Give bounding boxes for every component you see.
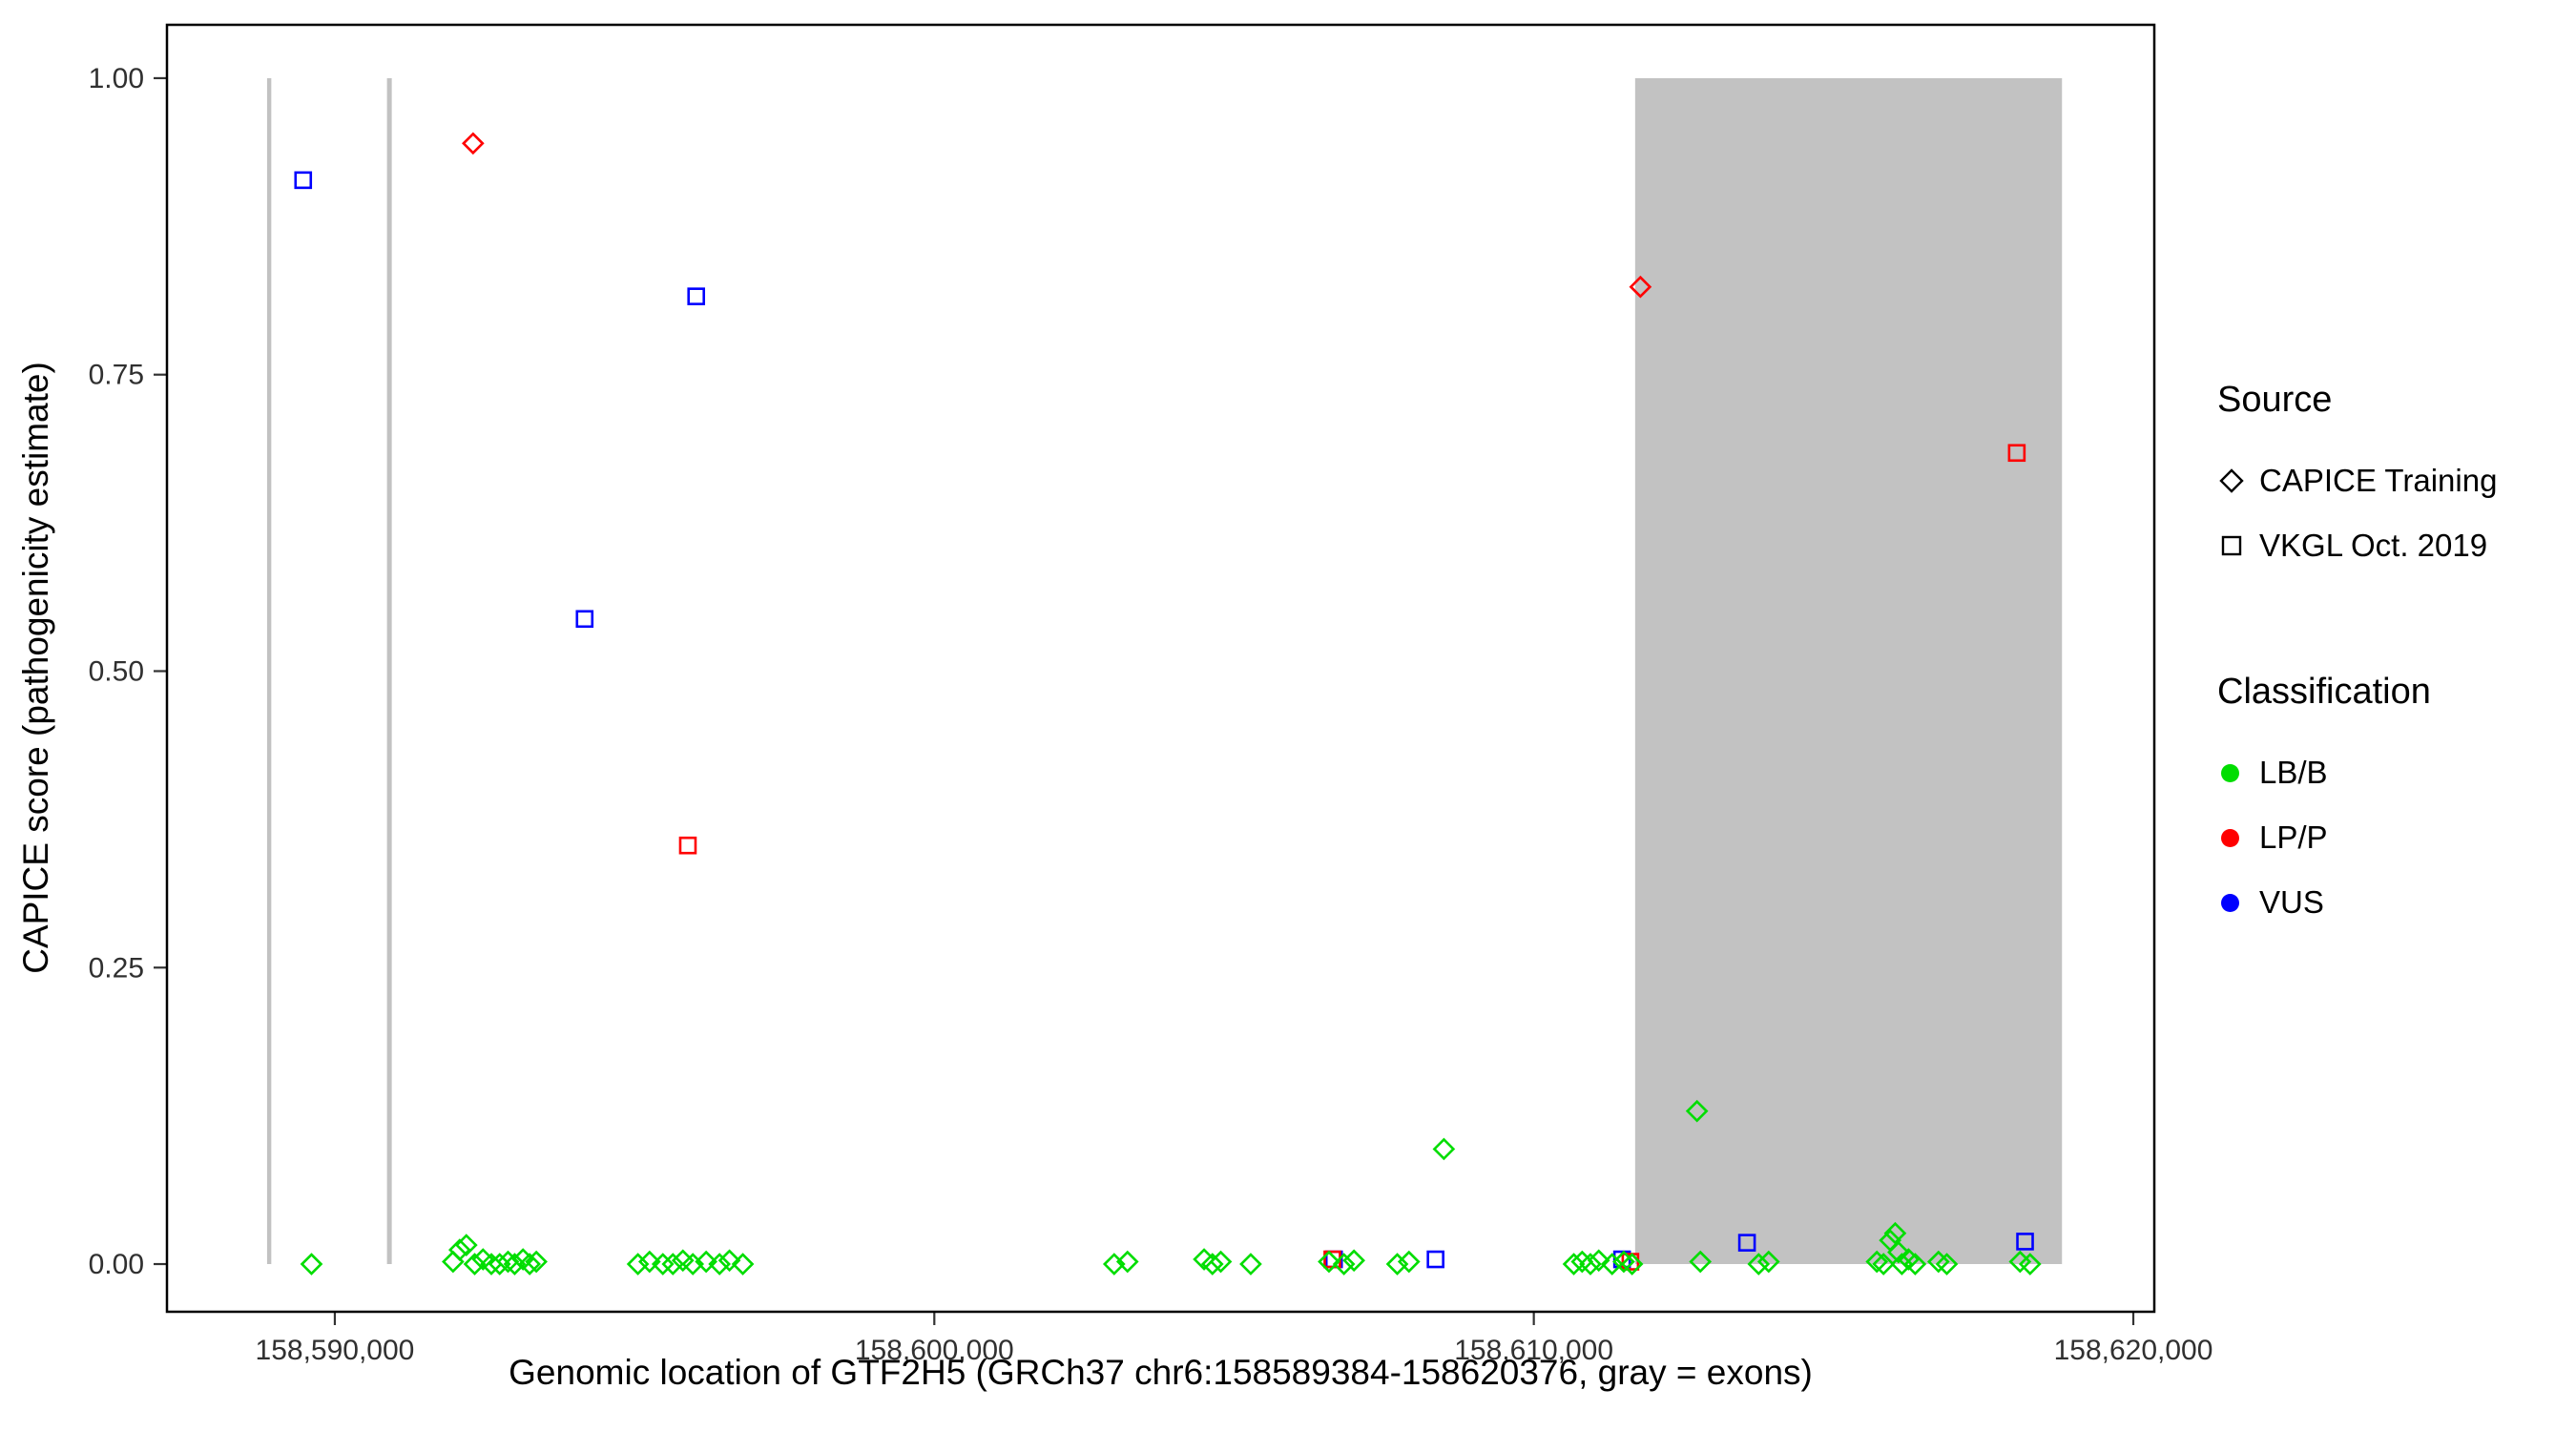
point-capice-training [695,1250,717,1274]
point-capice-training [681,1253,705,1275]
legend-item-label: LP/P [2259,819,2328,855]
point-capice-training [488,1253,511,1275]
point-vkgl [1737,1234,1756,1252]
point-capice-training [1612,1250,1635,1274]
point-capice-training [1342,1249,1365,1273]
x-tick-label: 158,590,000 [256,1335,415,1366]
legend-item-label: CAPICE Training [2259,463,2498,498]
point-capice-training [708,1253,731,1275]
point-capice-training [1935,1253,1959,1275]
y-axis-title: CAPICE score (pathogenicity estimate) [16,362,55,974]
point-capice-training [463,1253,487,1275]
point-capice-training [1887,1240,1910,1264]
exon-region [386,77,392,1265]
point-capice-training [454,1234,478,1256]
point-capice-training [626,1253,650,1275]
point-capice-training [1385,1253,1409,1275]
point-capice-training [1432,1137,1456,1161]
point-capice-training [503,1253,527,1275]
point-capice-training [1903,1253,1927,1275]
legend: Source CAPICE Training VKGL Oct. 2019 Cl… [2217,378,2570,935]
y-tick-label: 0.25 [89,952,144,984]
legend-item-label: VKGL Oct. 2019 [2259,528,2488,563]
point-capice-training [1872,1253,1896,1275]
point-capice-training [651,1253,675,1275]
point-capice-training [637,1250,661,1274]
point-capice-training [1747,1253,1771,1275]
point-vkgl [294,171,313,190]
point-capice-training [1883,1221,1907,1245]
point-vkgl [575,610,594,629]
y-tick-label: 0.50 [89,655,144,687]
point-capice-training [671,1249,695,1273]
point-capice-training [1115,1250,1139,1274]
point-capice-training [1397,1250,1421,1274]
point-capice-training [1926,1250,1950,1274]
plot-panel-border [165,23,2156,1314]
legend-source-title: Source [2217,380,2333,420]
point-capice-training [717,1249,741,1273]
point-capice-training [1318,1250,1340,1274]
point-capice-training [1562,1253,1586,1275]
point-capice-training [1239,1253,1262,1275]
point-capice-training [1689,1250,1713,1274]
legend-item-vus: VUS [2217,870,2570,935]
y-tick-label: 0.75 [89,360,144,391]
point-capice-training [1629,275,1652,299]
point-vkgl [2016,1233,2034,1251]
point-capice-training [447,1238,471,1261]
legend-item-label: LB/B [2259,755,2328,790]
x-tick-label: 158,620,000 [2054,1335,2213,1366]
legend-item-lpp: LP/P [2217,805,2570,870]
y-tick-label: 1.00 [89,63,144,94]
point-vkgl [2007,444,2026,463]
point-capice-training [1756,1250,1780,1274]
point-capice-training [731,1253,755,1275]
point-capice-training [1209,1250,1233,1274]
green-dot-icon [2217,757,2259,789]
x-axis-title: Genomic location of GTF2H5 (GRCh37 chr6:… [509,1353,1813,1392]
point-capice-training [1332,1253,1356,1275]
point-capice-training [1685,1099,1709,1123]
point-capice-training [518,1253,541,1275]
point-capice-training [1102,1253,1126,1275]
x-tick-label: 158,610,000 [1454,1335,1613,1366]
point-capice-training [1865,1250,1889,1274]
legend-item-capice-training: CAPICE Training [2217,448,2570,513]
point-capice-training [2018,1253,2042,1275]
point-capice-training [1620,1253,1644,1275]
legend-item-lbb: LB/B [2217,740,2570,805]
point-capice-training [1200,1253,1224,1275]
point-capice-training [661,1253,685,1275]
red-dot-icon [2217,821,2259,854]
point-capice-training [1579,1253,1602,1275]
point-capice-training [1600,1253,1624,1275]
legend-classification-title: Classification [2217,672,2431,712]
point-vkgl [1426,1250,1444,1269]
point-capice-training [300,1253,323,1275]
legend-item-label: VUS [2259,884,2324,920]
square-icon [2217,529,2259,562]
diamond-icon [2217,465,2259,497]
point-capice-training [462,132,485,156]
legend-item-vkgl: VKGL Oct. 2019 [2217,513,2570,578]
point-capice-training [442,1250,465,1274]
point-capice-training [1587,1249,1610,1273]
x-tick-label: 158,600,000 [855,1335,1014,1366]
exon-region [266,77,272,1265]
point-capice-training [1570,1250,1594,1274]
point-capice-training [525,1250,548,1274]
point-vkgl [687,287,706,305]
exon-region [1634,77,2063,1265]
blue-dot-icon [2217,886,2259,919]
y-tick-label: 0.00 [89,1249,144,1280]
point-vkgl [678,836,697,855]
